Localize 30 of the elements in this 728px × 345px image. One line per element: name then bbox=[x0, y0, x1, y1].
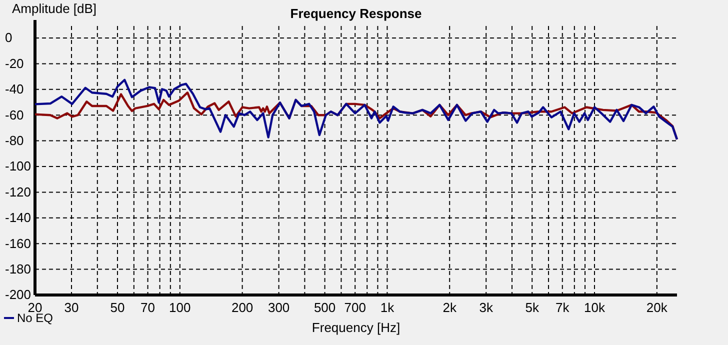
x-tick-label: 20k bbox=[646, 300, 668, 316]
x-tick-label: 300 bbox=[268, 300, 290, 316]
x-tick-label: 5k bbox=[525, 300, 540, 316]
y-tick-label: -80 bbox=[5, 132, 24, 148]
x-axis-title: Frequency [Hz] bbox=[312, 320, 400, 335]
x-tick-label: 7k bbox=[556, 300, 570, 316]
y-tick-label: -160 bbox=[5, 236, 32, 251]
x-tick-label: 100 bbox=[169, 300, 191, 316]
y-tick-label: -100 bbox=[5, 158, 32, 174]
x-tick-label: 2k bbox=[442, 300, 457, 316]
x-tick-label: 10k bbox=[584, 300, 606, 316]
y-tick-label: -140 bbox=[5, 210, 32, 226]
y-tick-label: -180 bbox=[5, 261, 32, 276]
x-tick-label: 700 bbox=[344, 300, 366, 316]
x-tick-label: 1k bbox=[380, 300, 395, 316]
y-tick-label: -60 bbox=[5, 107, 24, 122]
y-tick-label: -20 bbox=[5, 56, 24, 71]
x-tick-label: 70 bbox=[140, 300, 156, 316]
x-tick-label: 500 bbox=[314, 300, 336, 316]
y-tick-label: -120 bbox=[5, 184, 32, 200]
y-tick-label: 0 bbox=[5, 30, 12, 46]
y-tick-label: -200 bbox=[5, 287, 32, 302]
x-tick-label: 50 bbox=[110, 300, 125, 316]
x-tick-label: 3k bbox=[479, 300, 494, 316]
chart-title: Frequency Response bbox=[290, 6, 422, 21]
y-tick-label: -40 bbox=[5, 82, 24, 97]
y-axis-title: Amplitude [dB] bbox=[12, 1, 97, 16]
x-tick-label: 30 bbox=[64, 300, 79, 316]
x-tick-label: 200 bbox=[231, 300, 254, 316]
legend-label: No EQ bbox=[17, 311, 54, 325]
